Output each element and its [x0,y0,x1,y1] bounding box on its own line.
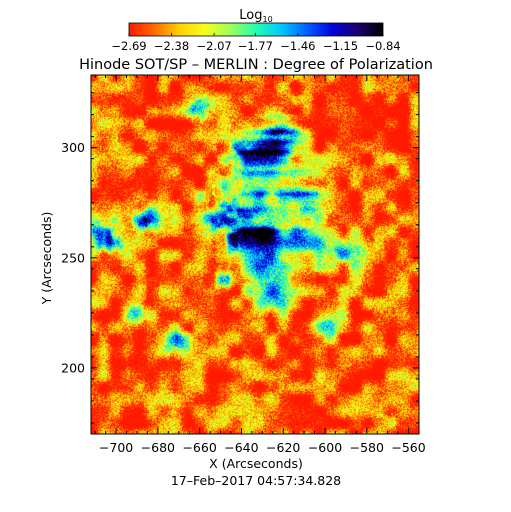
colorbar-tick-label: −2.38 [154,39,189,53]
colorbar-ticks: −2.69 −2.38 −2.07 −1.77 −1.46 −1.15 −0.84 [111,33,401,53]
colorbar-tick-label: −1.15 [323,39,358,53]
y-tick-label: 250 [61,250,85,265]
y-axis: 200 250 300 [61,92,419,424]
colorbar-label-base: Log [239,8,262,23]
x-axis-label: X (Arcseconds) [209,456,303,471]
plot-frame [90,74,420,435]
y-axis-label: Y (Arcseconds) [39,212,54,306]
heatmap-image [91,75,419,434]
y-tick-label: 200 [61,360,85,375]
x-tick-label: −660 [182,440,216,455]
x-tick-label: −700 [99,440,133,455]
colorbar: Log10 −2.69 −2.38 −2.07 −1.77 −1.46 −1.15 −0.8… [111,8,400,53]
x-tick-label: −680 [141,440,175,455]
chart-title: Hinode SOT/SP – MERLIN : Degree of Polar… [79,57,433,73]
x-tick-label: −620 [266,440,300,455]
colorbar-tick-label: −2.07 [196,39,231,53]
colorbar-tick-label: −1.46 [280,39,315,53]
colorbar-tick-label: −1.77 [238,39,273,53]
colorbar-tick-label: −0.84 [365,39,400,53]
colorbar-label-subscript: 10 [263,15,273,24]
x-tick-label: −640 [224,440,258,455]
colorbar-label: Log10 [239,8,272,24]
colorbar-tick-label: −2.69 [111,39,146,53]
y-tick-label: 300 [61,140,85,155]
x-tick-label: −560 [391,440,425,455]
colorbar-gradient [128,22,384,37]
timestamp: 17–Feb–2017 04:57:34.828 [171,473,341,488]
heatmap [91,75,419,434]
x-tick-label: −600 [308,440,342,455]
x-tick-label: −580 [350,440,384,455]
x-axis: −700 −680 −660 −640 −620 −600 −580 −560 [94,75,426,455]
